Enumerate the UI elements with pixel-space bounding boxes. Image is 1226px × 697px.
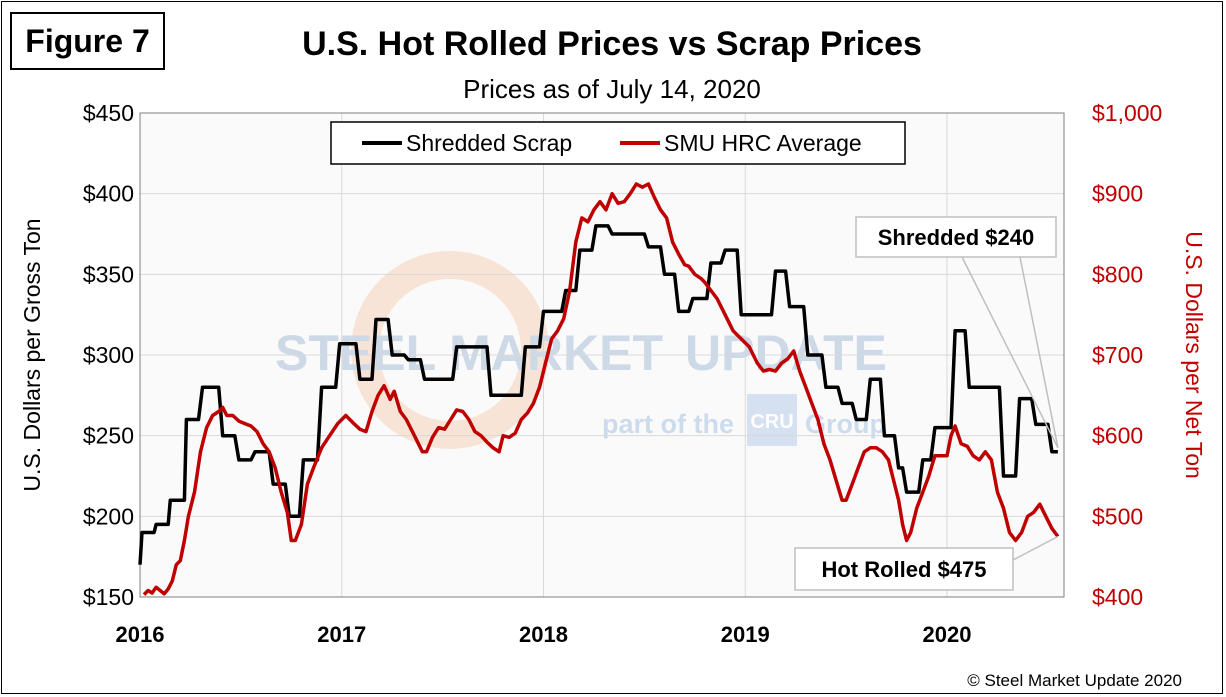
y-tick-label-right: $1,000 [1092, 100, 1162, 126]
chart-title: U.S. Hot Rolled Prices vs Scrap Prices [302, 25, 922, 63]
callout-hot-rolled-text: Hot Rolled $475 [821, 557, 986, 582]
y-tick-label-right: $600 [1092, 423, 1143, 449]
series-line-smu-hrc-average [142, 182, 1060, 596]
y-tick-label-right: $800 [1092, 261, 1143, 287]
callout-shredded-leader-a [961, 256, 1059, 449]
y-tick-label-left: $250 [83, 423, 134, 449]
watermark-ring [351, 251, 549, 449]
y-tick-label-right: $400 [1092, 584, 1143, 610]
legend-box [330, 121, 906, 165]
callout-shredded-box [855, 216, 1057, 258]
legend: Shredded Scrap SMU HRC Average [330, 121, 906, 165]
x-tick-label: 2018 [519, 622, 568, 647]
callout-hot-rolled-box [794, 547, 1014, 591]
callout-shredded-leader-b [1019, 256, 1059, 448]
y-axis-left-ticks: $150 $200 $250 $300 $350 $400 $450 [83, 100, 134, 610]
y-axis-title-left: U.S. Dollars per Gross Ton [19, 218, 45, 491]
copyright-text: © Steel Market Update 2020 [967, 671, 1182, 690]
series-line-shredded-scrap [138, 224, 1058, 565]
x-tick-label: 2019 [721, 622, 770, 647]
legend-label-smu-hrc-average: SMU HRC Average [664, 130, 862, 156]
y-tick-label-left: $300 [83, 342, 134, 368]
watermark-brand-left: STEEL MARKET [275, 325, 663, 381]
callout-shredded: Shredded $240 [855, 216, 1059, 449]
x-tick-label: 2020 [923, 622, 972, 647]
watermark-brand-right: UPDATE [685, 325, 887, 381]
y-tick-label-left: $450 [83, 100, 134, 126]
watermark-sub-left: part of the [602, 409, 734, 439]
callout-shredded-text: Shredded $240 [878, 225, 1035, 250]
y-tick-label-right: $700 [1092, 342, 1143, 368]
figure-label: Figure 7 [10, 12, 165, 70]
y-tick-label-left: $400 [83, 181, 134, 207]
y-tick-label-left: $200 [83, 503, 134, 529]
x-tick-label: 2016 [116, 622, 165, 647]
y-tick-label-right: $500 [1092, 503, 1143, 529]
y-tick-label-left: $350 [83, 261, 134, 287]
x-axis-ticks: 2016 2017 2018 2019 2020 [116, 622, 972, 647]
legend-label-shredded-scrap: Shredded Scrap [406, 130, 572, 156]
chart-subtitle: Prices as of July 14, 2020 [463, 74, 761, 104]
callout-hot-rolled: Hot Rolled $475 [794, 535, 1059, 591]
watermark-logo-text: CRU [750, 411, 793, 433]
x-tick-label: 2017 [317, 622, 366, 647]
plot-border [139, 112, 1065, 598]
y-tick-label-left: $150 [83, 584, 134, 610]
callout-hot-rolled-leader [1012, 535, 1059, 561]
y-tick-label-right: $900 [1092, 181, 1143, 207]
y-axis-right-ticks: $400 $500 $600 $700 $800 $900 $1,000 [1092, 100, 1162, 610]
y-axis-title-right: U.S. Dollars per Net Ton [1181, 231, 1207, 479]
watermark-logo-box [747, 394, 797, 446]
